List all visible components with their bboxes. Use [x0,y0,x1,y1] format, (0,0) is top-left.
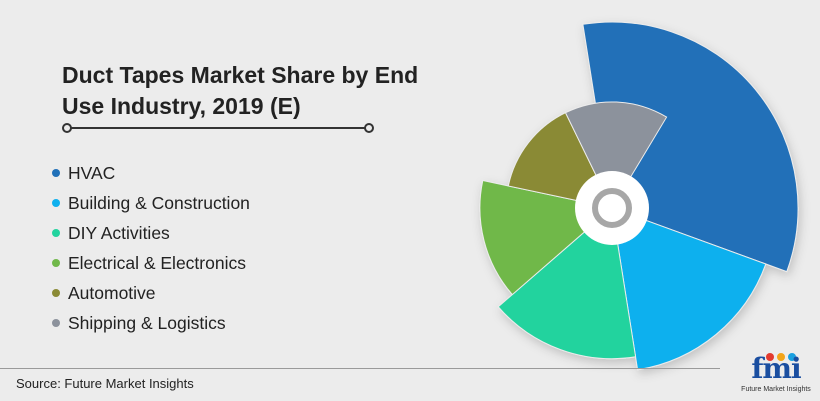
legend-label: HVAC [68,162,116,183]
logo-wordmark: fmi [751,352,801,385]
legend-item: Electrical & Electronics [52,248,250,278]
legend-item: Building & Construction [52,188,250,218]
logo-dot [766,353,774,361]
legend-item: HVAC [52,158,250,188]
logo-tagline: Future Market Insights [741,386,811,393]
source-note: Source: Future Market Insights [16,376,194,391]
pie-slice-shipping-logistics [564,101,668,210]
legend-swatch [52,199,60,207]
center-ring [592,188,632,228]
legend-swatch [52,259,60,267]
legend-label: Automotive [68,282,156,303]
title-divider [62,121,374,135]
logo-dot [788,353,796,361]
legend-item: Automotive [52,278,250,308]
pie-slice-building-construction [611,207,767,371]
legend-swatch [52,289,60,297]
chart-title: Duct Tapes Market Share by End Use Indus… [62,62,419,119]
fmi-logo: fmi Future Market Insights [738,348,814,398]
legend-swatch [52,229,60,237]
legend-item: DIY Activities [52,218,250,248]
legend-label: Shipping & Logistics [68,312,226,333]
legend-item: Shipping & Logistics [52,308,250,338]
pie-slice-diy-activities [497,207,637,360]
legend-swatch [52,319,60,327]
footer-divider [0,368,720,369]
legend-label: DIY Activities [68,222,170,243]
legend-swatch [52,169,60,177]
chart-legend: HVAC Building & Construction DIY Activitie… [52,158,250,338]
legend-label: Electrical & Electronics [68,252,246,273]
logo-dots [766,348,799,366]
logo-dot [777,353,785,361]
legend-label: Building & Construction [68,192,250,213]
